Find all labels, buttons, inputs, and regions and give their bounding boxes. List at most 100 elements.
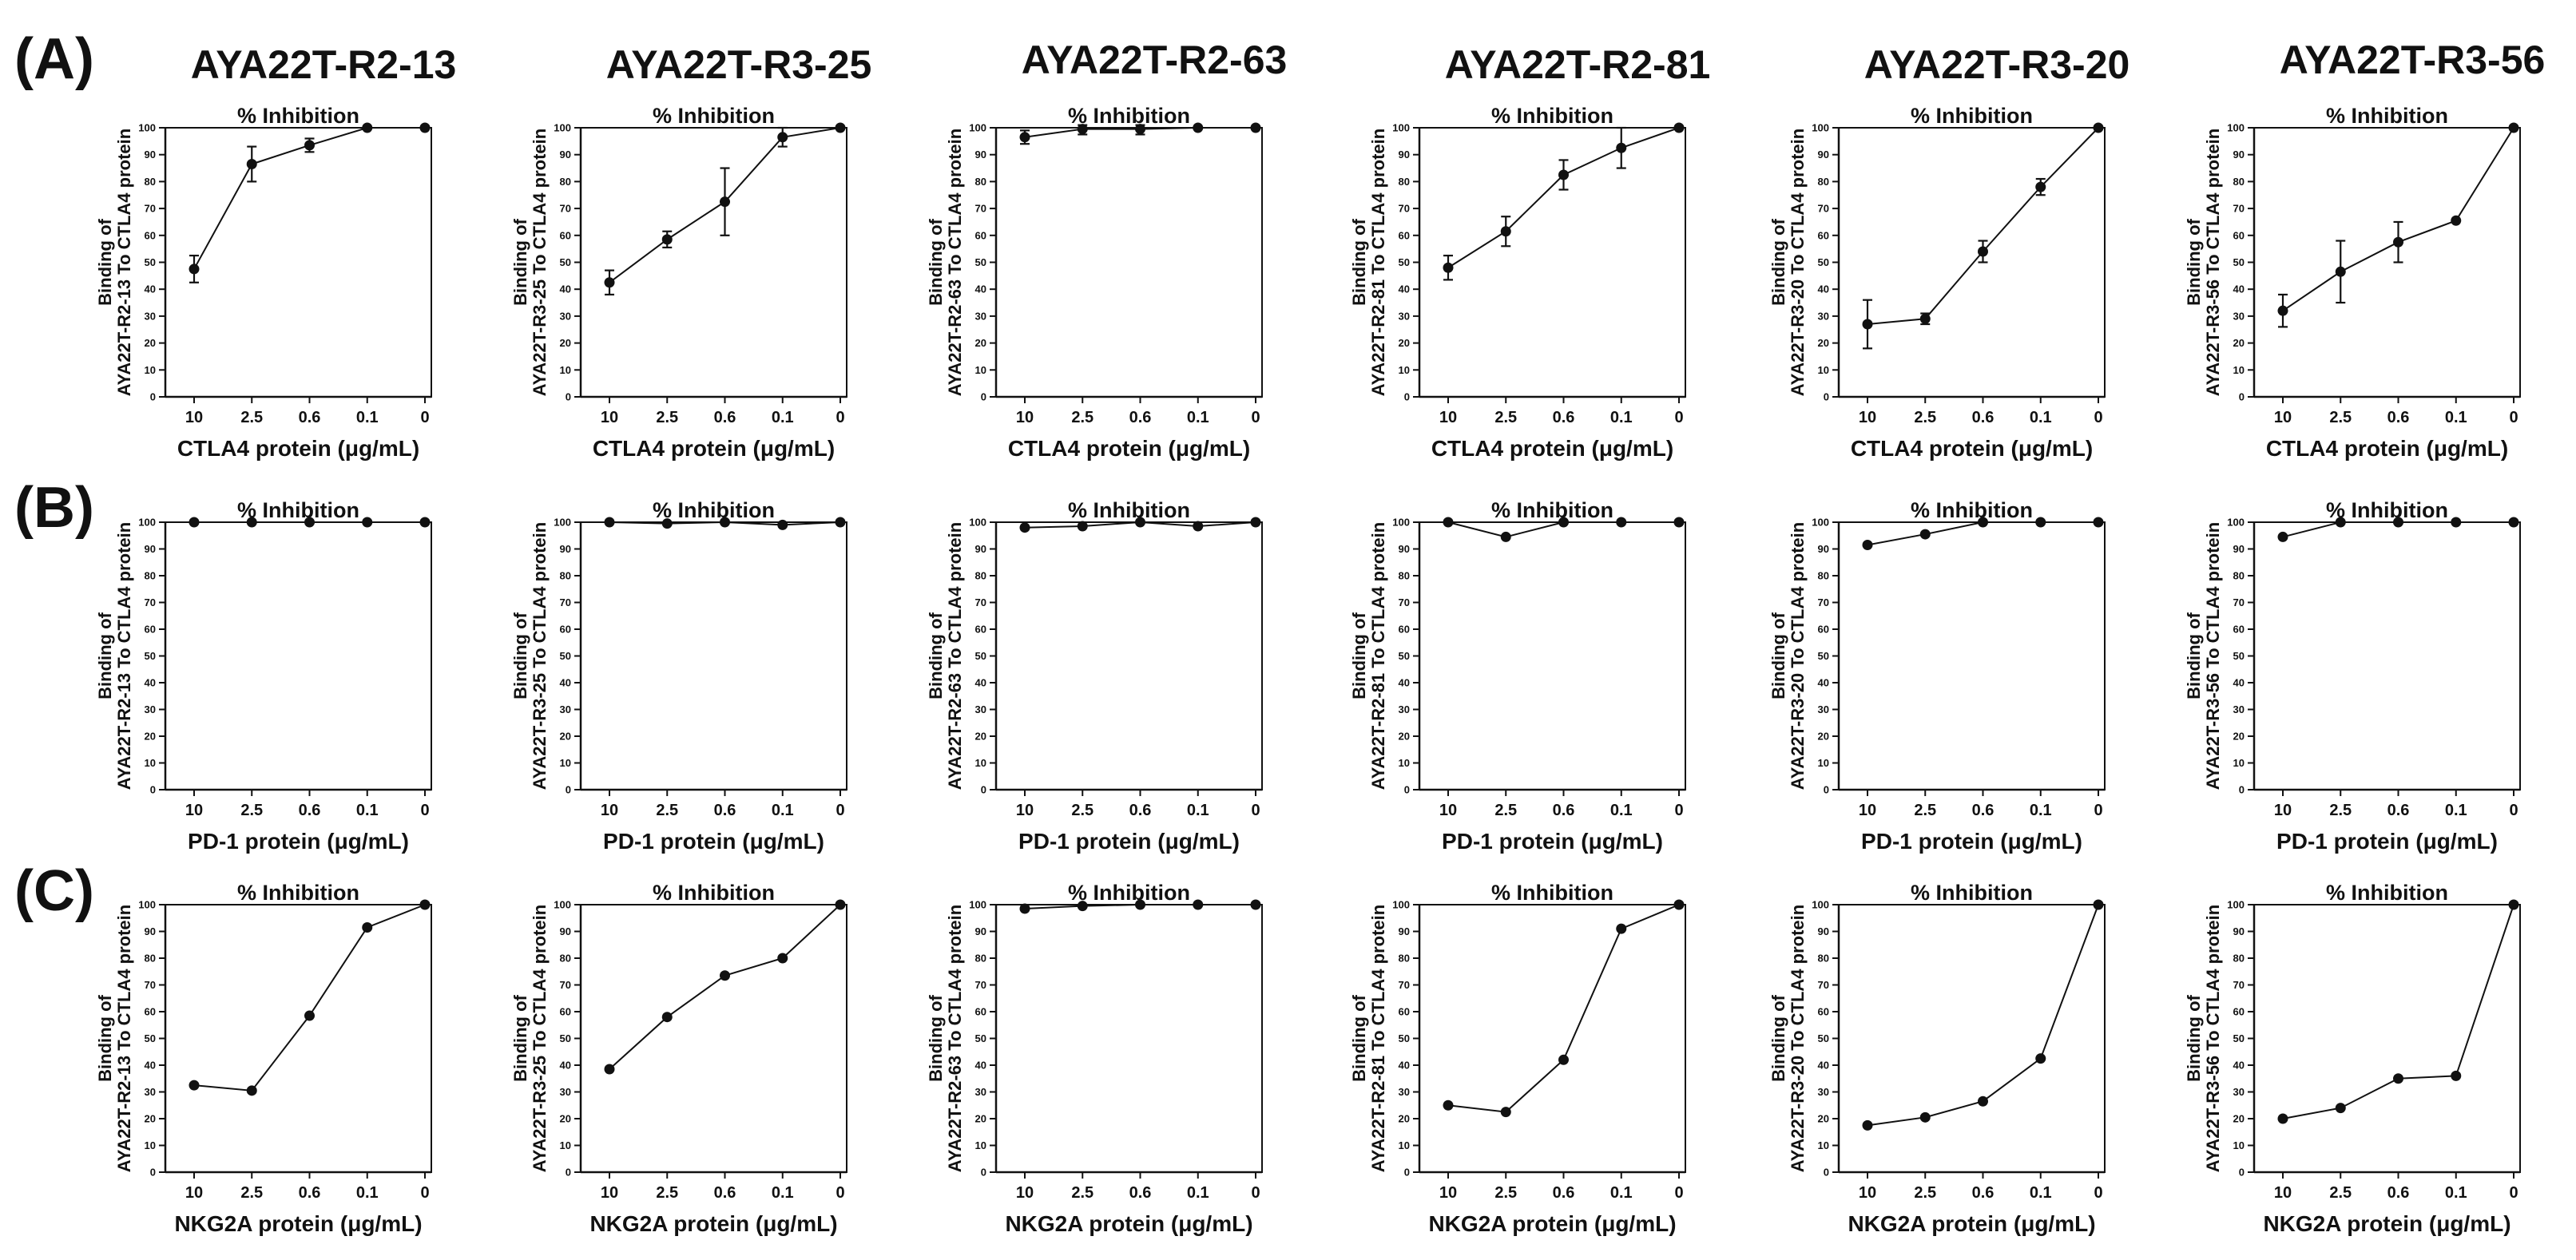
y-tick-label: 50 bbox=[1399, 1032, 1410, 1044]
chart-title: % Inhibition bbox=[1491, 498, 1613, 522]
y-axis-label: AYA22T-R2-13 To CTLA4 protein bbox=[114, 522, 134, 790]
data-point bbox=[1135, 899, 1145, 910]
chart-title: % Inhibition bbox=[237, 498, 359, 522]
y-tick-label: 70 bbox=[975, 596, 986, 608]
y-tick-label: 20 bbox=[1818, 337, 1829, 349]
y-tick-label: 0 bbox=[981, 391, 986, 403]
chart-title: % Inhibition bbox=[653, 498, 775, 522]
x-tick-label: 0 bbox=[420, 802, 429, 819]
y-tick-label: 20 bbox=[1399, 1113, 1410, 1125]
x-tick-label: 10 bbox=[2274, 802, 2292, 819]
x-axis-label: PD-1 protein (μg/mL) bbox=[2276, 829, 2498, 854]
x-axis-label: PD-1 protein (μg/mL) bbox=[1861, 829, 2082, 854]
y-axis-label: Binding of bbox=[2184, 994, 2204, 1081]
x-tick-label: 2.5 bbox=[2329, 1184, 2352, 1202]
y-tick-label: 60 bbox=[975, 1006, 986, 1018]
y-tick-label: 20 bbox=[560, 337, 571, 349]
y-tick-label: 80 bbox=[1818, 176, 1829, 188]
y-tick-label: 50 bbox=[1818, 256, 1829, 268]
y-tick-label: 60 bbox=[1818, 624, 1829, 636]
x-tick-label: 0.6 bbox=[299, 802, 321, 819]
data-point bbox=[1673, 517, 1685, 528]
data-point bbox=[1919, 313, 1931, 324]
y-tick-label: 10 bbox=[1399, 757, 1410, 769]
y-tick-label: 40 bbox=[2233, 677, 2245, 689]
data-point bbox=[2393, 236, 2403, 248]
chart-panel: % Inhibition 0 10 20 30 40 50 60 70 80 90 100 10 2.5 0… bbox=[926, 104, 1263, 461]
y-tick-label: 0 bbox=[150, 784, 156, 796]
y-tick-label: 100 bbox=[554, 517, 571, 529]
y-tick-label: 100 bbox=[1812, 899, 1829, 911]
y-tick-label: 50 bbox=[145, 256, 156, 268]
data-point bbox=[2277, 305, 2288, 316]
y-tick-label: 10 bbox=[145, 757, 156, 769]
y-tick-label: 70 bbox=[975, 979, 986, 991]
y-tick-label: 80 bbox=[560, 570, 571, 582]
chart-title: % Inhibition bbox=[237, 881, 359, 905]
y-tick-label: 70 bbox=[560, 596, 571, 608]
y-tick-label: 50 bbox=[1399, 650, 1410, 662]
y-tick-label: 100 bbox=[969, 899, 986, 911]
y-tick-label: 20 bbox=[145, 1113, 156, 1125]
y-axis-label: Binding of bbox=[926, 612, 946, 699]
y-tick-label: 40 bbox=[1818, 283, 1829, 295]
x-tick-label: 0.6 bbox=[299, 1184, 321, 1202]
x-tick-label: 0.6 bbox=[1129, 1184, 1152, 1202]
y-axis-label: AYA22T-R3-56 To CTLA4 protein bbox=[2203, 129, 2223, 396]
panel-letter-c: (C) bbox=[14, 859, 94, 923]
y-axis-label: Binding of bbox=[1768, 612, 1788, 699]
y-tick-label: 100 bbox=[1812, 122, 1829, 134]
data-point bbox=[304, 1010, 315, 1021]
x-tick-label: 0.1 bbox=[2030, 409, 2052, 426]
data-point bbox=[720, 517, 730, 528]
y-tick-label: 30 bbox=[1818, 1086, 1829, 1098]
x-tick-label: 2.5 bbox=[240, 802, 263, 819]
y-axis-label: AYA22T-R3-20 To CTLA4 protein bbox=[1788, 129, 1808, 396]
x-tick-label: 0 bbox=[2509, 1184, 2518, 1202]
y-tick-label: 70 bbox=[2233, 596, 2245, 608]
y-tick-label: 10 bbox=[560, 1139, 571, 1151]
x-tick-label: 0.6 bbox=[1972, 1184, 1995, 1202]
y-tick-label: 10 bbox=[975, 364, 986, 376]
y-tick-label: 70 bbox=[1818, 203, 1829, 215]
y-axis-label: Binding of bbox=[1349, 612, 1369, 699]
x-tick-label: 0.1 bbox=[356, 1184, 379, 1202]
y-tick-label: 40 bbox=[1818, 677, 1829, 689]
y-tick-label: 30 bbox=[2233, 703, 2245, 715]
y-axis-label: AYA22T-R2-13 To CTLA4 protein bbox=[114, 905, 134, 1172]
x-tick-label: 2.5 bbox=[1914, 1184, 1936, 1202]
y-tick-label: 40 bbox=[145, 283, 156, 295]
panel-letter-b: (B) bbox=[14, 476, 94, 540]
y-tick-label: 70 bbox=[1399, 203, 1410, 215]
data-point bbox=[189, 263, 200, 275]
series-line bbox=[2282, 127, 2514, 311]
y-tick-label: 10 bbox=[975, 1139, 986, 1151]
x-tick-label: 2.5 bbox=[240, 409, 263, 426]
y-tick-label: 90 bbox=[2233, 149, 2245, 160]
y-tick-label: 90 bbox=[2233, 925, 2245, 937]
data-point bbox=[2277, 1113, 2288, 1124]
y-axis-label: Binding of bbox=[95, 994, 115, 1081]
chart-panel: % Inhibition 0 10 20 30 40 50 60 70 80 90 100 10 2.5 0… bbox=[2184, 881, 2521, 1236]
y-tick-label: 80 bbox=[1818, 570, 1829, 582]
column-title: AYA22T-R3-20 bbox=[1864, 42, 2130, 87]
y-tick-label: 90 bbox=[975, 925, 986, 937]
y-tick-label: 40 bbox=[1399, 1060, 1410, 1072]
data-point bbox=[1500, 531, 1511, 542]
x-tick-label: 0.6 bbox=[1972, 409, 1995, 426]
y-tick-label: 50 bbox=[975, 1032, 986, 1044]
plot-frame bbox=[2253, 521, 2521, 790]
data-point bbox=[2277, 531, 2288, 542]
x-tick-label: 0 bbox=[1251, 1184, 1260, 1202]
x-tick-label: 10 bbox=[2274, 1184, 2292, 1202]
y-tick-label: 60 bbox=[1399, 229, 1410, 241]
data-point bbox=[720, 196, 730, 208]
x-tick-label: 0.6 bbox=[714, 1184, 736, 1202]
y-tick-label: 40 bbox=[2233, 1060, 2245, 1072]
y-tick-label: 80 bbox=[560, 953, 571, 965]
chart-panel: % Inhibition 0 10 20 30 40 50 60 70 80 90 100 10 2.5 0… bbox=[1768, 104, 2106, 461]
chart-title: % Inhibition bbox=[1491, 104, 1613, 128]
y-tick-label: 30 bbox=[1818, 310, 1829, 322]
y-tick-label: 20 bbox=[2233, 1113, 2245, 1125]
y-tick-label: 30 bbox=[1399, 1086, 1410, 1098]
